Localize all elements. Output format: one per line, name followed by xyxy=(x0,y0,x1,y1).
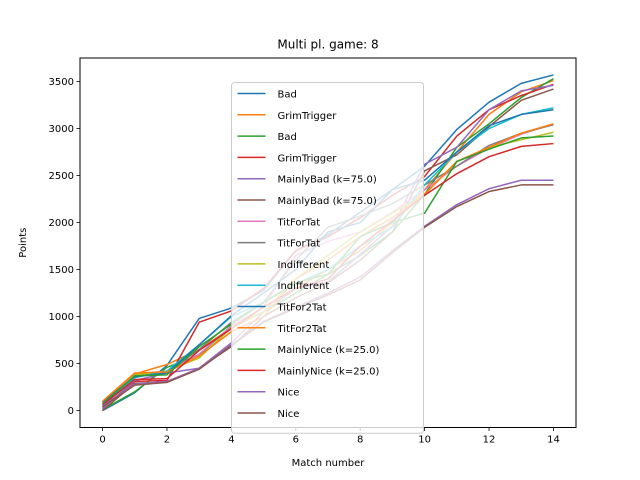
y-tick-label: 0 xyxy=(68,406,74,417)
legend-label: TitFor2Tat xyxy=(277,303,327,314)
legend-label: GrimTrigger xyxy=(278,153,338,164)
y-tick-label: 3000 xyxy=(49,124,74,135)
legend-label: MainlyBad (k=75.0) xyxy=(278,175,377,186)
x-axis-label: Match number xyxy=(292,458,366,469)
legend-label: TitForTat xyxy=(277,217,321,228)
y-tick-label: 2500 xyxy=(49,171,74,182)
legend-label: Nice xyxy=(278,388,300,399)
chart-title: Multi pl. game: 8 xyxy=(277,38,378,52)
legend-label: TitFor2Tat xyxy=(277,324,327,335)
y-tick-label: 500 xyxy=(55,359,74,370)
x-tick-label: 10 xyxy=(418,435,431,446)
legend-label: Nice xyxy=(278,409,300,420)
x-tick-label: 0 xyxy=(99,435,105,446)
legend-label: Indifferent xyxy=(278,260,330,271)
legend-label: TitForTat xyxy=(277,239,321,250)
legend-box xyxy=(231,82,424,434)
legend-label: Bad xyxy=(278,132,297,143)
x-tick-label: 6 xyxy=(293,435,299,446)
y-axis-label: Points xyxy=(18,228,29,258)
y-tick-label: 2000 xyxy=(49,218,74,229)
y-tick-label: 3500 xyxy=(49,77,74,88)
legend-label: MainlyNice (k=25.0) xyxy=(278,345,380,356)
y-axis-ticks: 0 500 1000 1500 2000 2500 3000 3500 xyxy=(49,77,80,417)
legend-label: Indifferent xyxy=(278,281,330,292)
legend: Bad GrimTrigger Bad GrimTrigger MainlyBad (k… xyxy=(231,82,424,434)
x-tick-label: 8 xyxy=(357,435,363,446)
legend-label: MainlyNice (k=25.0) xyxy=(278,366,380,377)
legend-label: GrimTrigger xyxy=(278,111,338,122)
legend-label: MainlyBad (k=75.0) xyxy=(278,196,377,207)
x-tick-label: 4 xyxy=(228,435,234,446)
x-tick-label: 2 xyxy=(164,435,170,446)
x-tick-label: 14 xyxy=(547,435,560,446)
y-tick-label: 1000 xyxy=(49,312,74,323)
x-tick-label: 12 xyxy=(483,435,496,446)
legend-label: Bad xyxy=(278,90,297,101)
y-tick-label: 1500 xyxy=(49,265,74,276)
